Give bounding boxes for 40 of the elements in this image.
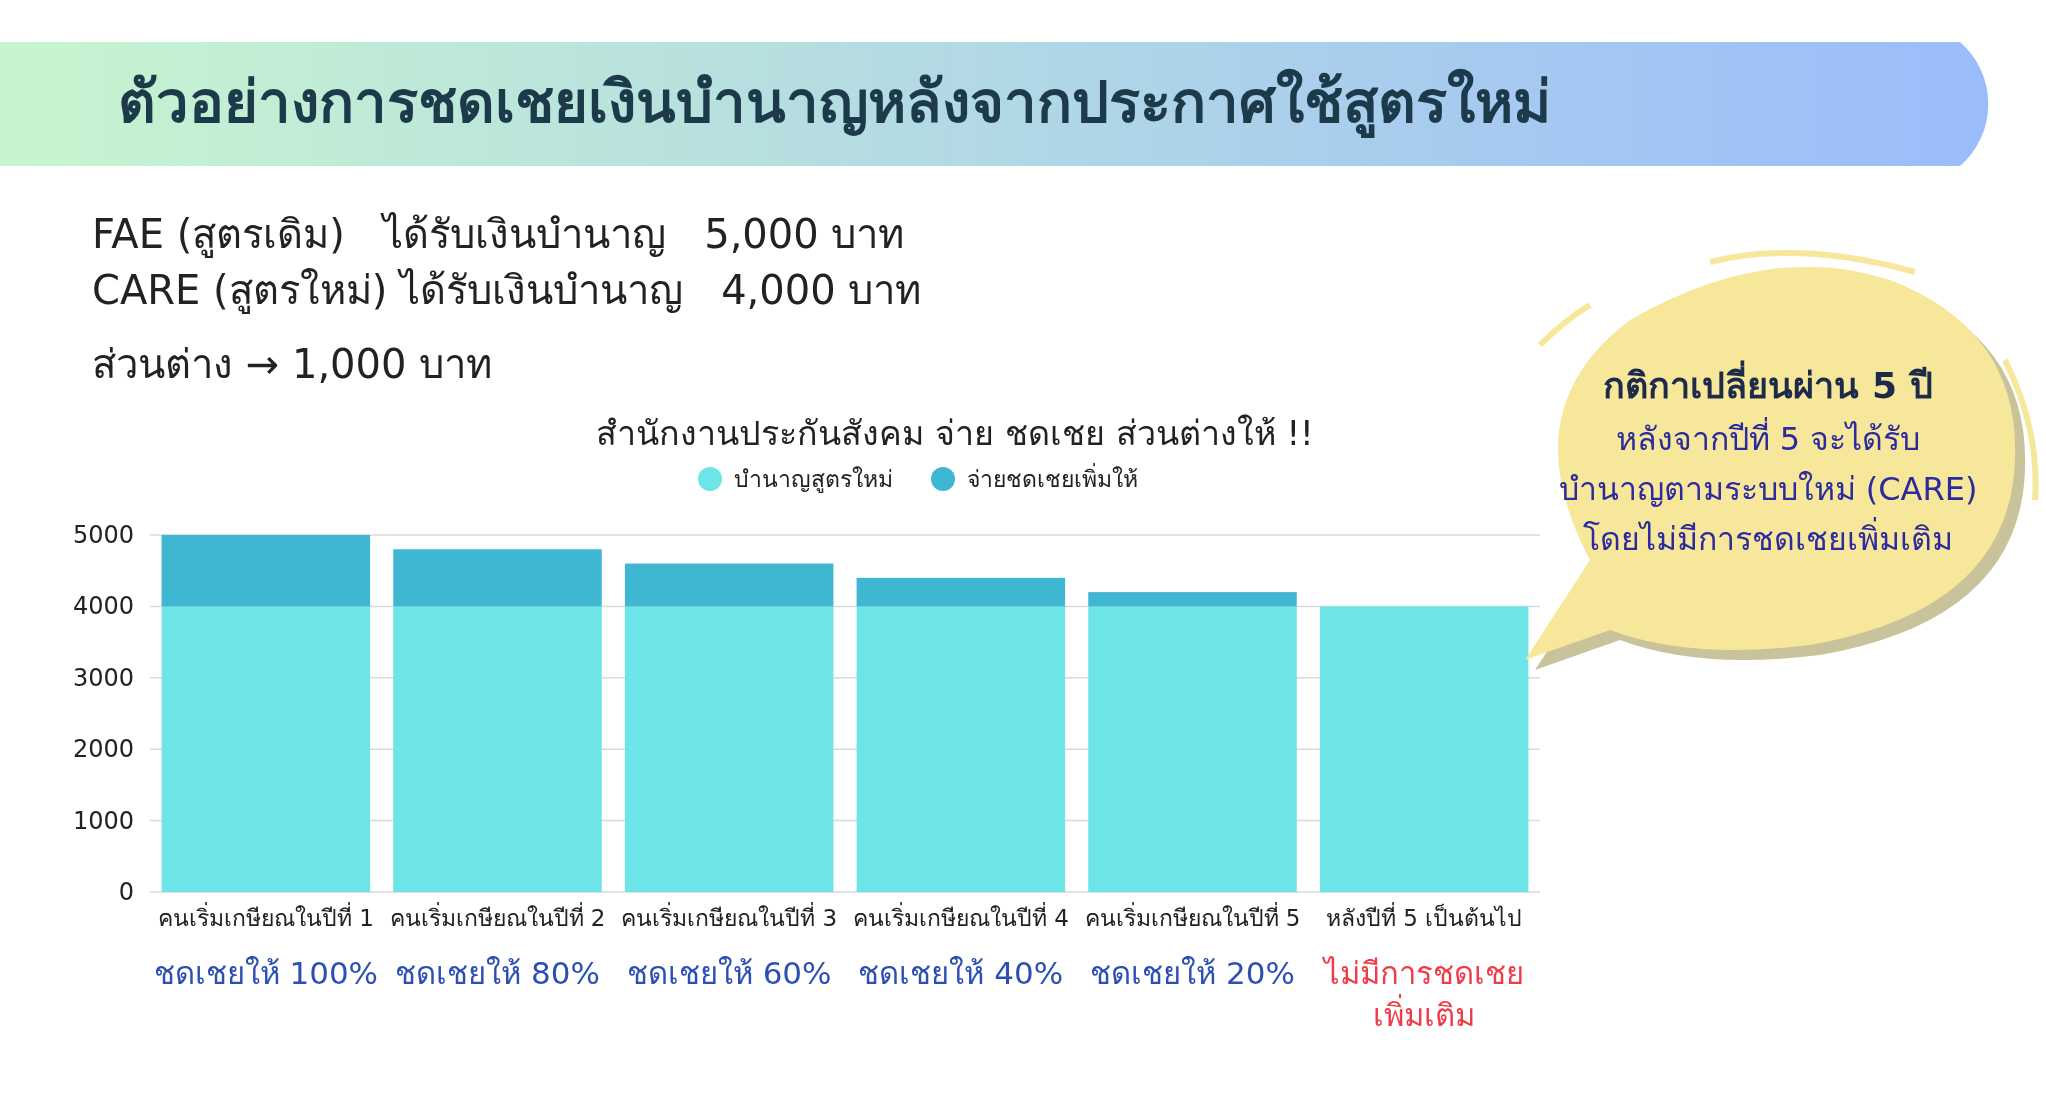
x-tick-label: คนเริ่มเกษียณในปีที่ 2: [389, 902, 606, 931]
legend-label: บำนาญสูตรใหม่: [734, 466, 893, 493]
chart-subtitle: สำนักงานประกันสังคม จ่าย ชดเชย ส่วนต่างให้ !!: [596, 413, 1314, 453]
y-tick-label: 1000: [72, 806, 134, 835]
bar: [161, 606, 371, 892]
bar: [1319, 606, 1529, 892]
text: โดยไม่มีการชดเชยเพิ่มเติม: [1583, 517, 1953, 558]
text: CARE (สูตรใหม่) ได้รับเงินบำนาญ 4,000 บาท: [92, 267, 922, 314]
text: ชดเชยให้ 80%: [395, 955, 600, 991]
bar: [393, 549, 602, 607]
text: FAE (สูตรเดิม) ได้รับเงินบำนาญ 5,000 บาท: [92, 211, 905, 258]
bar: [624, 606, 834, 892]
text: ชดเชยให้ 20%: [1090, 955, 1295, 991]
bar: [393, 606, 602, 892]
y-tick-label: 3000: [72, 663, 134, 692]
text: ชดเชยให้ 60%: [626, 955, 832, 991]
x-tick-label: คนเริ่มเกษียณในปีที่ 4: [852, 902, 1069, 931]
chart-title: ตัวอย่างการชดเชยเงินบำนาญหลังจากประกาศใช้สูตรใหม่: [118, 68, 1551, 138]
text: ชดเชยให้ 100%: [153, 955, 379, 991]
bar: [624, 563, 834, 607]
bar: [161, 535, 371, 607]
y-tick-label: 0: [118, 878, 134, 906]
text: หลังจากปีที่ 5 จะได้รับ: [1615, 417, 1921, 458]
x-tick-label: คนเริ่มเกษียณในปีที่ 1: [157, 902, 374, 931]
y-tick-label: 5000: [72, 521, 134, 549]
y-tick-label: 4000: [72, 592, 134, 621]
text: ไม่มีการชดเชย เพิ่มเติม: [1321, 955, 1525, 1033]
x-tick-label: คนเริ่มเกษียณในปีที่ 3: [621, 902, 838, 931]
text: ชดเชยให้ 40%: [858, 955, 1064, 991]
bar: [1088, 592, 1297, 607]
legend-label: จ่ายชดเชยเพิ่มให้: [967, 463, 1138, 492]
x-tick-label: หลังปีที่ 5 เป็นต้นไป: [1326, 902, 1523, 931]
bar: [1088, 606, 1297, 892]
text: ส่วนต่าง → 1,000 บาท: [92, 341, 493, 387]
bar: [856, 577, 1066, 607]
x-tick-label: คนเริ่มเกษียณในปีที่ 5: [1084, 902, 1301, 931]
y-tick-label: 2000: [72, 735, 134, 764]
bar: [856, 606, 1066, 892]
text: บำนาญตามระบบใหม่ (CARE): [1558, 470, 1978, 508]
text: กติกาเปลี่ยนผ่าน 5 ปี: [1603, 360, 1933, 406]
